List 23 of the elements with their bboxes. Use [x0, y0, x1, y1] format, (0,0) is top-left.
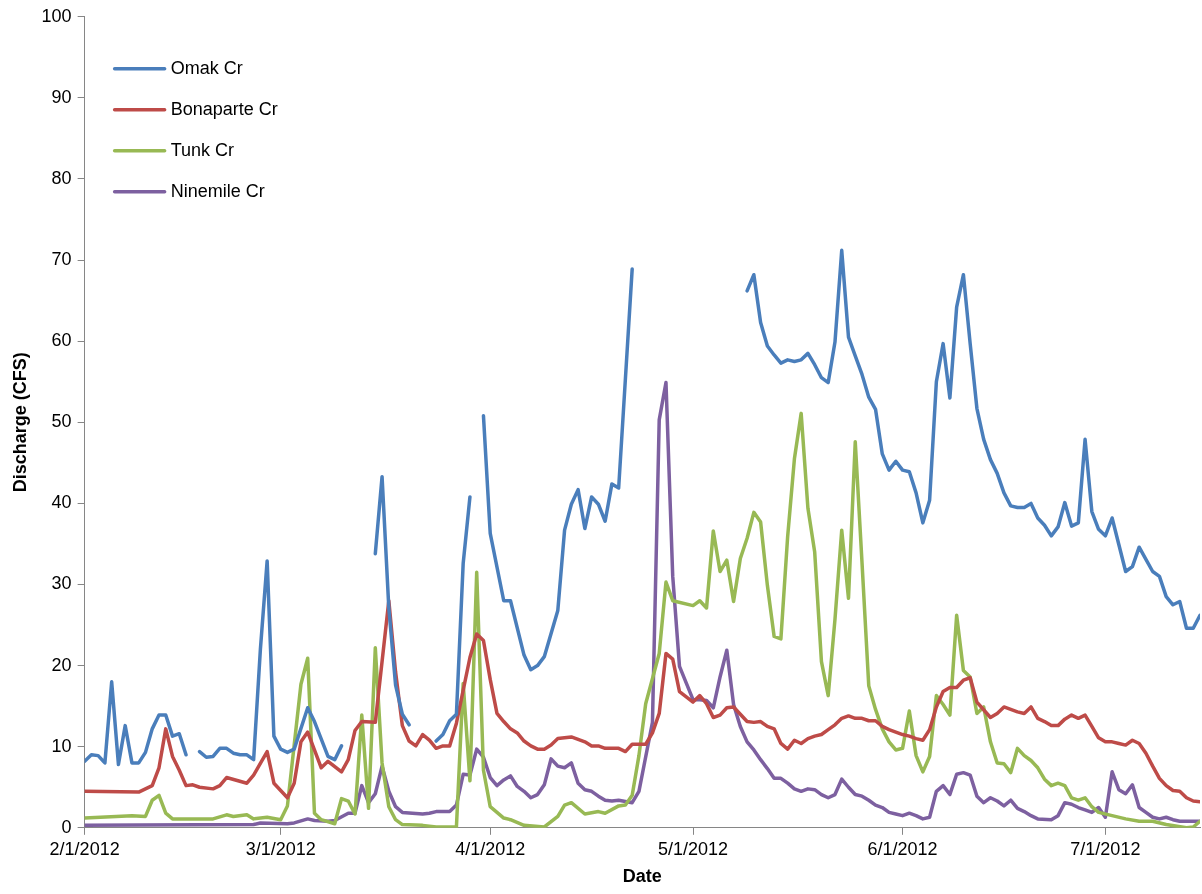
y-tick-label: 20	[51, 654, 72, 675]
y-axis-title: Discharge (CFS)	[9, 352, 30, 493]
x-tick-label: 2/1/2012	[49, 838, 120, 859]
y-tick-label: 100	[41, 5, 72, 26]
y-tick-label: 10	[51, 735, 72, 756]
y-tick-label: 90	[51, 86, 72, 107]
y-tick-label: 30	[51, 573, 72, 594]
x-tick-label: 3/1/2012	[245, 838, 316, 859]
x-tick-label: 6/1/2012	[867, 838, 938, 859]
y-tick-label: 50	[51, 411, 72, 432]
y-tick-label: 70	[51, 249, 72, 270]
legend-label: Ninemile Cr	[170, 180, 265, 201]
legend-label: Tunk Cr	[170, 139, 234, 160]
y-tick-label: 0	[61, 816, 72, 837]
y-tick-label: 60	[51, 330, 72, 351]
y-tick-label: 40	[51, 492, 72, 513]
y-tick-label: 80	[51, 167, 72, 188]
x-axis-title: Date	[622, 866, 662, 887]
x-tick-label: 4/1/2012	[455, 838, 526, 859]
legend-label: Bonaparte Cr	[170, 98, 278, 119]
x-tick-label: 5/1/2012	[657, 838, 729, 859]
legend-label: Omak Cr	[170, 57, 243, 78]
x-tick-label: 7/1/2012	[1070, 838, 1141, 859]
